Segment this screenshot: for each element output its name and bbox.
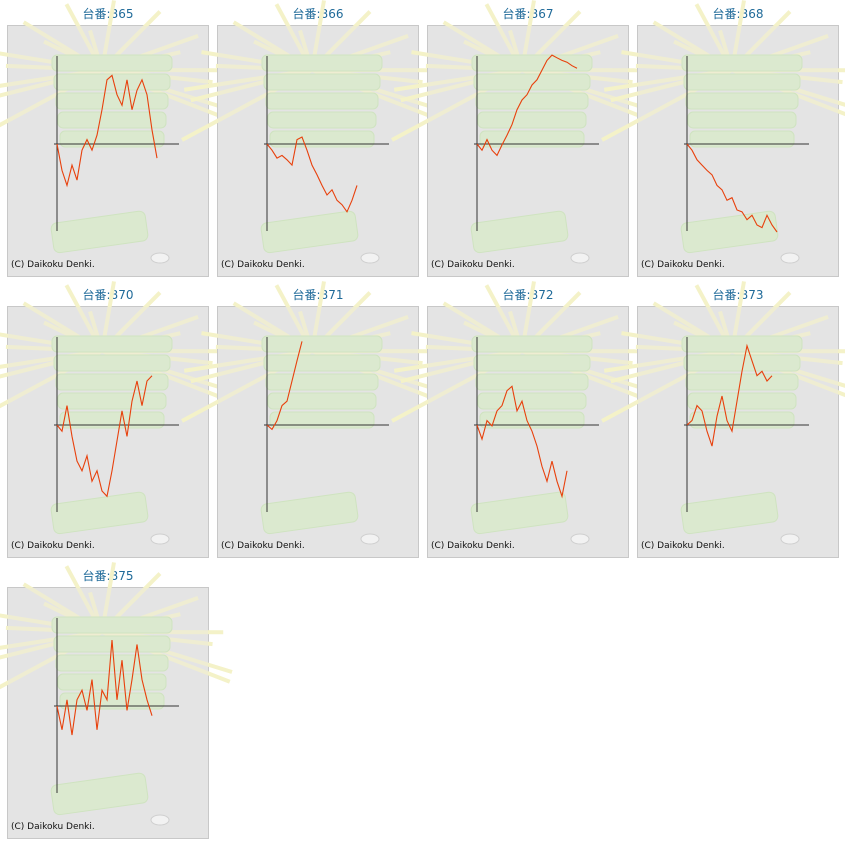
copyright: (C) Daikoku Denki.: [11, 260, 95, 270]
bg-box: [681, 54, 803, 72]
bg-box: [261, 335, 383, 353]
bg-box: [59, 411, 165, 429]
bg-box: [477, 392, 587, 410]
bg-coin: [780, 533, 800, 545]
copyright: (C) Daikoku Denki.: [641, 541, 725, 551]
bg-box: [55, 654, 169, 672]
bg-coin: [150, 533, 170, 545]
chart-title: 台番:873: [713, 287, 764, 302]
bg-coin: [570, 533, 590, 545]
bg-box: [685, 92, 799, 110]
bg-box: [479, 130, 585, 148]
bg-tray: [680, 210, 779, 254]
data-line: [266, 341, 303, 431]
copyright: (C) Daikoku Denki.: [221, 260, 305, 270]
bg-coin: [570, 252, 590, 264]
bg-box: [57, 392, 167, 410]
bg-box: [267, 392, 377, 410]
data-line: [56, 639, 153, 736]
slump-graph: 台番:865 (C) Daikoku Denki.: [0, 0, 233, 277]
data-line: [56, 375, 153, 498]
copyright: (C) Daikoku Denki.: [641, 260, 725, 270]
chart-title: 台番:870: [83, 287, 134, 302]
bg-box: [53, 354, 171, 372]
bg-box: [55, 373, 169, 391]
bg-tray: [260, 491, 359, 535]
chart-title: 台番:867: [503, 6, 554, 21]
slump-graph: 台番:870 (C) Daikoku Denki.: [0, 281, 233, 558]
bg-box: [687, 111, 797, 129]
bg-box: [267, 111, 377, 129]
bg-box: [473, 354, 591, 372]
bg-coin: [150, 252, 170, 264]
bg-box: [479, 411, 585, 429]
bg-coin: [360, 533, 380, 545]
chart-title: 台番:875: [83, 568, 134, 583]
bg-coin: [780, 252, 800, 264]
bg-box: [265, 92, 379, 110]
bg-box: [261, 54, 383, 72]
slump-graph: 台番:873 (C) Daikoku Denki.: [601, 281, 845, 558]
data-line: [686, 143, 778, 233]
bg-box: [269, 411, 375, 429]
copyright: (C) Daikoku Denki.: [11, 822, 95, 832]
slump-graph: 台番:871 (C) Daikoku Denki.: [181, 281, 443, 558]
bg-box: [475, 92, 589, 110]
data-line: [266, 136, 358, 213]
data-line: [476, 54, 578, 157]
chart-title: 台番:865: [83, 6, 134, 21]
bg-tray: [50, 210, 149, 254]
bg-box: [51, 54, 173, 72]
bg-box: [471, 335, 593, 353]
bg-box: [685, 373, 799, 391]
bg-box: [57, 673, 167, 691]
bg-box: [683, 73, 801, 91]
bg-coin: [150, 814, 170, 826]
data-line: [56, 74, 158, 188]
bg-box: [473, 73, 591, 91]
data-line: [686, 343, 773, 447]
bg-tray: [50, 772, 149, 816]
chart-title: 台番:868: [713, 6, 764, 21]
slump-graph: 台番:867 (C) Daikoku Denki.: [391, 0, 653, 277]
bg-box: [263, 73, 381, 91]
bg-box: [269, 130, 375, 148]
bg-box: [263, 354, 381, 372]
bg-tray: [470, 210, 569, 254]
bg-box: [59, 130, 165, 148]
bg-coin: [360, 252, 380, 264]
bg-box: [475, 373, 589, 391]
copyright: (C) Daikoku Denki.: [431, 260, 515, 270]
bg-box: [51, 335, 173, 353]
data-line: [476, 385, 568, 499]
bg-box: [477, 111, 587, 129]
bg-tray: [470, 491, 569, 535]
bg-box: [55, 92, 169, 110]
slump-graph: 台番:875 (C) Daikoku Denki.: [0, 562, 233, 839]
chart-title: 台番:866: [293, 6, 344, 21]
bg-box: [51, 616, 173, 634]
bg-tray: [680, 491, 779, 535]
slump-graph: 台番:872 (C) Daikoku Denki.: [391, 281, 653, 558]
chart-title: 台番:872: [503, 287, 554, 302]
bg-box: [681, 335, 803, 353]
bg-box: [471, 54, 593, 72]
chart-title: 台番:871: [293, 287, 344, 302]
slump-graph: 台番:868 (C) Daikoku Denki.: [601, 0, 845, 277]
bg-box: [687, 392, 797, 410]
copyright: (C) Daikoku Denki.: [221, 541, 305, 551]
copyright: (C) Daikoku Denki.: [11, 541, 95, 551]
bg-box: [689, 130, 795, 148]
bg-tray: [50, 491, 149, 535]
copyright: (C) Daikoku Denki.: [431, 541, 515, 551]
bg-box: [57, 111, 167, 129]
slump-graph: 台番:866 (C) Daikoku Denki.: [181, 0, 443, 277]
bg-tray: [260, 210, 359, 254]
bg-box: [265, 373, 379, 391]
bg-box: [53, 73, 171, 91]
